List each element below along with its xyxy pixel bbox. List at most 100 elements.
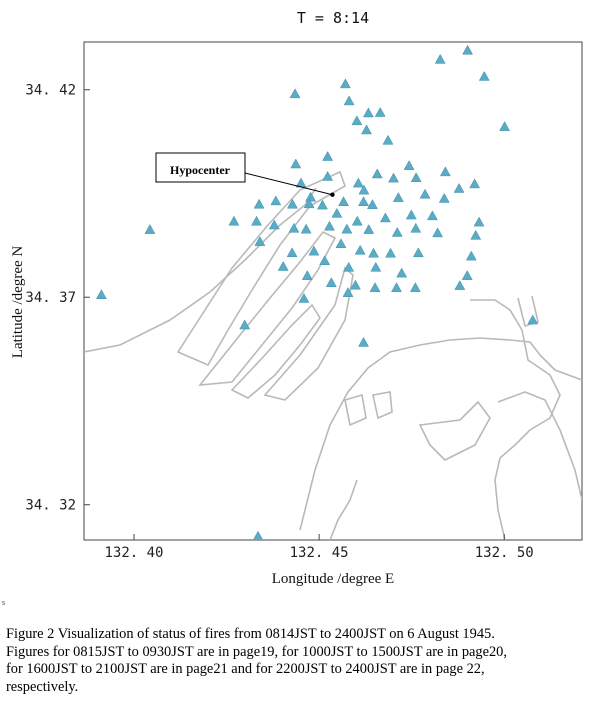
fire-point bbox=[335, 238, 347, 248]
fire-point bbox=[392, 192, 404, 202]
fire-point bbox=[324, 220, 335, 231]
hypocenter-pointer-line bbox=[244, 172, 333, 196]
fire-point bbox=[439, 166, 451, 177]
chart-title: T = 8:14 bbox=[297, 9, 369, 27]
fire-point bbox=[254, 236, 266, 246]
fire-point bbox=[453, 182, 465, 193]
coastline-west-lower bbox=[329, 479, 358, 540]
fire-point bbox=[412, 247, 424, 258]
fire-point bbox=[288, 222, 300, 233]
island-strip bbox=[263, 266, 354, 401]
y-tick-label: 34. 37 bbox=[25, 290, 76, 306]
river-strip-2 bbox=[198, 230, 337, 386]
fire-point bbox=[470, 229, 482, 240]
caption-line-1: Figure 2 Visualization of status of fire… bbox=[6, 626, 495, 642]
coastline-bottom bbox=[418, 400, 491, 461]
fire-point bbox=[410, 222, 422, 233]
x-axis-label: Longitude /degree E bbox=[272, 571, 394, 587]
fire-point bbox=[286, 247, 298, 258]
x-tick-label: 132. 45 bbox=[290, 545, 349, 561]
fire-point bbox=[343, 95, 355, 106]
fire-point bbox=[289, 88, 301, 99]
inlet-small bbox=[344, 393, 367, 427]
fire-point bbox=[367, 199, 378, 209]
fire-points bbox=[95, 44, 539, 540]
fire-point bbox=[410, 172, 422, 182]
fire-point bbox=[339, 78, 351, 89]
y-axis-label: Latitude /degree N bbox=[10, 246, 26, 359]
fire-point bbox=[363, 224, 375, 234]
fire-point bbox=[341, 223, 353, 234]
fire-point bbox=[301, 270, 313, 280]
fire-point bbox=[352, 177, 364, 188]
fire-point bbox=[465, 250, 477, 261]
fire-point bbox=[268, 219, 280, 230]
fire-map-chart: T = 8:14 Hypocenter 132. 40 132. 45 132. 5… bbox=[10, 9, 583, 587]
hypocenter-label: Hypocenter bbox=[170, 163, 231, 177]
fire-point bbox=[338, 196, 349, 207]
fire-point bbox=[239, 319, 251, 330]
page-mark: s bbox=[2, 598, 6, 607]
y-tick-label: 34. 32 bbox=[25, 498, 76, 514]
fire-point bbox=[374, 107, 386, 117]
fire-point bbox=[322, 170, 334, 181]
y-tick-label: 34. 42 bbox=[25, 83, 76, 99]
fire-point bbox=[438, 192, 450, 203]
fire-point bbox=[343, 261, 355, 272]
fire-point bbox=[382, 134, 394, 145]
fire-point bbox=[527, 314, 539, 325]
fire-point bbox=[419, 188, 431, 199]
y-axis: 34. 32 34. 37 34. 42 bbox=[25, 83, 90, 514]
fire-point bbox=[349, 279, 361, 290]
coastline-right bbox=[470, 299, 561, 540]
fire-point bbox=[358, 336, 369, 347]
fire-point bbox=[403, 160, 415, 170]
fire-point bbox=[270, 195, 282, 206]
fire-point bbox=[253, 198, 265, 209]
fire-point bbox=[287, 198, 298, 209]
fire-point bbox=[462, 44, 474, 55]
x-tick-label: 132. 40 bbox=[104, 545, 163, 561]
fire-point bbox=[391, 282, 402, 292]
fire-point bbox=[351, 115, 363, 126]
fire-point bbox=[499, 121, 511, 131]
river-strip-3 bbox=[230, 303, 321, 399]
hypocenter-callout: Hypocenter bbox=[155, 152, 335, 197]
caption-line-3: for 1600JST to 2100JST are in page21 and… bbox=[6, 661, 485, 677]
fire-point bbox=[385, 247, 397, 258]
coastline-map bbox=[84, 170, 582, 540]
coastline-east bbox=[497, 391, 582, 501]
fire-point bbox=[325, 277, 337, 287]
fire-point bbox=[432, 227, 444, 238]
fire-point bbox=[351, 215, 363, 226]
fire-point bbox=[454, 280, 466, 290]
fire-point bbox=[317, 199, 328, 210]
fire-point bbox=[405, 209, 417, 220]
fire-point bbox=[277, 261, 289, 271]
fire-point bbox=[308, 245, 320, 256]
fire-point bbox=[322, 151, 334, 161]
fire-point bbox=[303, 198, 315, 209]
fire-point bbox=[368, 247, 379, 258]
fire-point bbox=[362, 107, 374, 118]
fire-point bbox=[370, 261, 382, 272]
x-tick-label: 132. 50 bbox=[475, 545, 534, 561]
fire-point bbox=[409, 282, 421, 292]
fire-point bbox=[371, 168, 383, 179]
fire-point bbox=[342, 287, 354, 297]
inlet-small-2 bbox=[372, 391, 393, 420]
fire-point bbox=[358, 196, 369, 207]
fire-point bbox=[298, 292, 310, 303]
plot-frame bbox=[83, 41, 583, 541]
fire-point bbox=[434, 53, 446, 64]
fire-point bbox=[361, 124, 372, 135]
hypocenter-label-box bbox=[155, 152, 246, 183]
hypocenter-marker bbox=[330, 192, 335, 197]
fire-point bbox=[478, 70, 490, 81]
fire-point bbox=[251, 215, 262, 226]
fire-point bbox=[388, 172, 399, 183]
fire-point bbox=[228, 215, 240, 226]
fire-point bbox=[354, 244, 366, 255]
figure-caption: Figure 2 Visualization of status of fire… bbox=[6, 626, 596, 696]
